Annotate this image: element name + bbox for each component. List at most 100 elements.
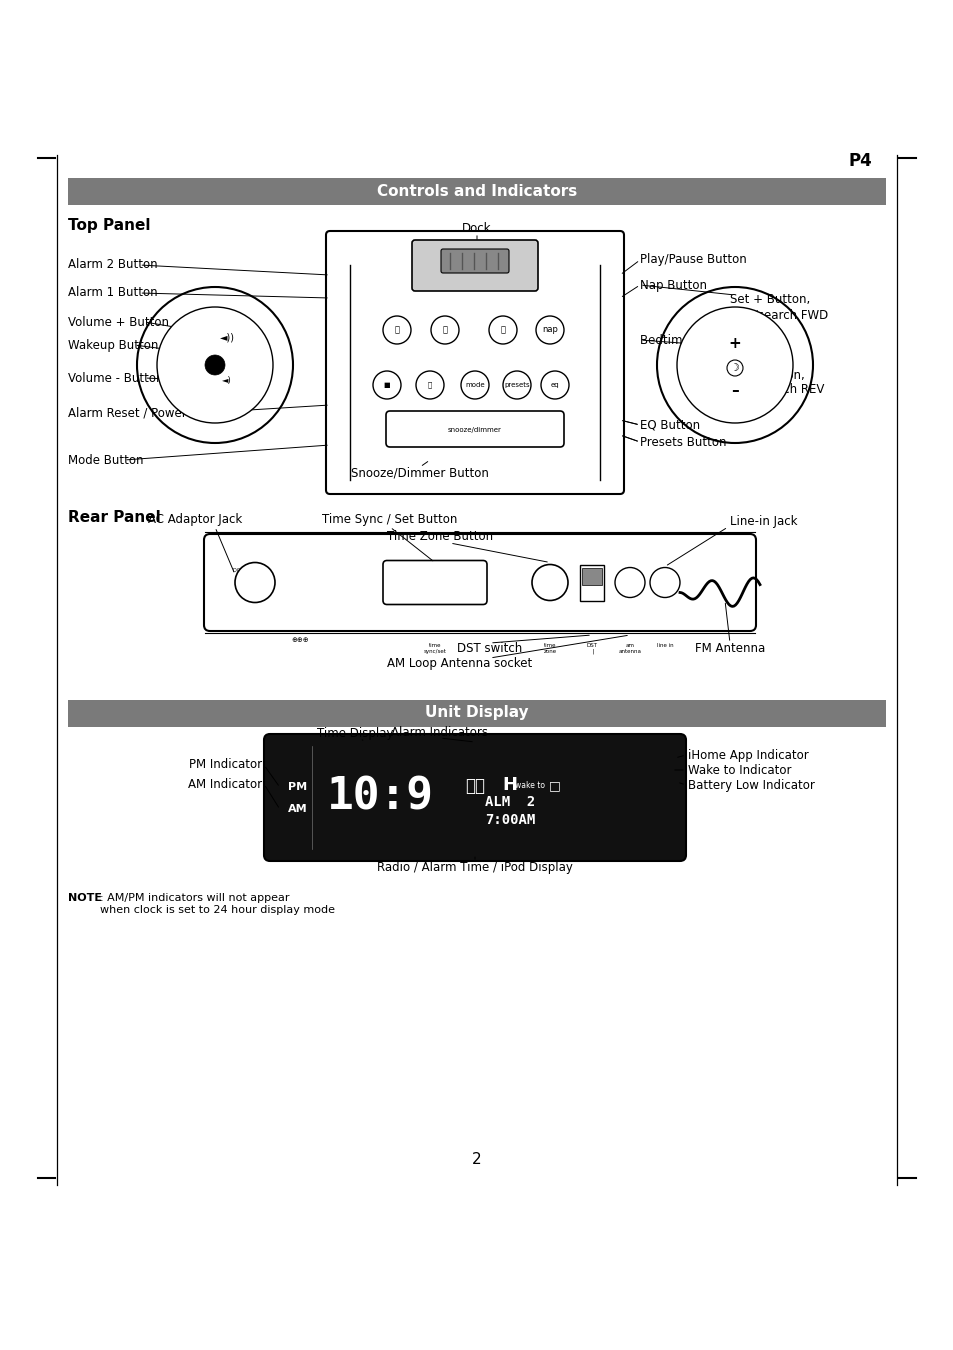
Text: ⏯: ⏯: [500, 325, 505, 335]
FancyBboxPatch shape: [382, 560, 486, 605]
Text: nap: nap: [541, 325, 558, 335]
Text: ■: ■: [383, 382, 390, 387]
Text: H: H: [502, 776, 517, 795]
Text: P4: P4: [847, 153, 871, 170]
Bar: [68, 701, 885, 728]
Text: mode: mode: [465, 382, 484, 387]
Text: Time Zone Button: Time Zone Button: [387, 531, 493, 544]
Circle shape: [137, 288, 293, 443]
Text: Controls and Indicators: Controls and Indicators: [376, 184, 577, 198]
Text: ALM  2: ALM 2: [484, 795, 535, 810]
Circle shape: [540, 371, 568, 400]
Text: AC Adaptor Jack: AC Adaptor Jack: [148, 513, 242, 526]
Text: ◄)): ◄)): [219, 332, 234, 342]
Circle shape: [234, 563, 274, 602]
Text: NOTE: NOTE: [68, 892, 102, 903]
FancyBboxPatch shape: [326, 231, 623, 494]
FancyBboxPatch shape: [581, 567, 601, 585]
Text: ⏻: ⏻: [428, 382, 432, 389]
Text: Presets Button: Presets Button: [639, 436, 726, 448]
Circle shape: [615, 567, 644, 598]
Text: AM Indicator: AM Indicator: [188, 778, 262, 791]
Text: Alarm Reset / Power Button: Alarm Reset / Power Button: [68, 406, 230, 420]
Circle shape: [657, 288, 812, 443]
Text: ⏰⏰: ⏰⏰: [464, 776, 484, 795]
FancyBboxPatch shape: [204, 535, 755, 630]
Circle shape: [726, 360, 742, 377]
Text: Battery Low Indicator: Battery Low Indicator: [687, 779, 814, 791]
Text: Nap Button: Nap Button: [639, 278, 706, 292]
Circle shape: [373, 371, 400, 400]
Circle shape: [489, 316, 517, 344]
Text: Set + Button,: Set + Button,: [729, 293, 809, 306]
Text: snooze/dimmer: snooze/dimmer: [448, 427, 501, 433]
Circle shape: [649, 567, 679, 598]
Text: am
antenna: am antenna: [618, 643, 640, 653]
Text: line in: line in: [656, 643, 673, 648]
Text: ◄): ◄): [222, 375, 232, 385]
Text: 10:9: 10:9: [326, 776, 433, 819]
Circle shape: [157, 306, 273, 423]
FancyBboxPatch shape: [264, 734, 685, 861]
Text: PM Indicator: PM Indicator: [189, 759, 262, 771]
Text: : AM/PM indicators will not appear
when clock is set to 24 hour display mode: : AM/PM indicators will not appear when …: [100, 892, 335, 914]
Text: FM Antenna: FM Antenna: [694, 641, 764, 655]
Text: Bedtime Button: Bedtime Button: [639, 333, 733, 347]
Text: Dock: Dock: [462, 221, 491, 235]
Text: Mode Button: Mode Button: [68, 454, 143, 467]
Text: Line-in Jack: Line-in Jack: [729, 516, 797, 528]
Text: time
sync/set: time sync/set: [423, 643, 446, 653]
Text: DST
  |: DST |: [586, 643, 597, 655]
Text: +: +: [728, 336, 740, 351]
Text: presets: presets: [503, 382, 529, 387]
Circle shape: [502, 371, 531, 400]
Text: skip/search FWD: skip/search FWD: [729, 309, 827, 321]
Text: 7:00AM: 7:00AM: [484, 813, 535, 826]
Text: Wake to Indicator: Wake to Indicator: [687, 764, 791, 776]
Circle shape: [536, 316, 563, 344]
Text: DC 7.5V: DC 7.5V: [233, 568, 253, 572]
FancyBboxPatch shape: [440, 248, 509, 273]
Text: Volume + Button: Volume + Button: [68, 316, 169, 328]
Circle shape: [382, 316, 411, 344]
FancyBboxPatch shape: [579, 564, 603, 601]
Bar: [68, 178, 885, 205]
Text: ☽: ☽: [729, 363, 740, 373]
Text: iHome App Indicator: iHome App Indicator: [687, 748, 808, 761]
Text: Top Panel: Top Panel: [68, 217, 151, 234]
FancyBboxPatch shape: [386, 410, 563, 447]
Text: 2.5A: 2.5A: [237, 575, 249, 580]
Text: PM: PM: [288, 783, 307, 792]
Text: ⏰: ⏰: [395, 325, 399, 335]
Text: □: □: [549, 779, 560, 792]
Text: Wakeup Button: Wakeup Button: [68, 339, 158, 351]
FancyBboxPatch shape: [412, 240, 537, 292]
Text: wake to: wake to: [515, 782, 544, 790]
Text: Unit Display: Unit Display: [425, 706, 528, 721]
Text: AM Loop Antenna socket: AM Loop Antenna socket: [387, 656, 532, 670]
Circle shape: [416, 371, 443, 400]
Text: –: –: [730, 382, 739, 397]
Text: Time Sync / Set Button: Time Sync / Set Button: [322, 513, 457, 526]
Circle shape: [431, 316, 458, 344]
Text: Alarm 2 Button: Alarm 2 Button: [68, 258, 157, 271]
Text: Rear Panel: Rear Panel: [68, 510, 161, 525]
Text: time
zone: time zone: [543, 643, 556, 653]
Text: ⊕⊕⊕: ⊕⊕⊕: [291, 637, 309, 643]
Text: Play/Pause Button: Play/Pause Button: [639, 254, 746, 266]
Text: AM: AM: [288, 805, 308, 814]
Text: Alarm 1 Button: Alarm 1 Button: [68, 286, 157, 300]
Text: DST switch: DST switch: [456, 641, 522, 655]
Text: Time Display: Time Display: [316, 726, 393, 740]
Text: eq: eq: [550, 382, 558, 387]
Text: 2: 2: [472, 1153, 481, 1168]
Text: EQ Button: EQ Button: [639, 418, 700, 432]
Text: Radio / Alarm Time / iPod Display: Radio / Alarm Time / iPod Display: [376, 861, 573, 875]
Circle shape: [205, 355, 225, 375]
Text: Set - Button,: Set - Button,: [729, 369, 804, 382]
Text: Volume - Button: Volume - Button: [68, 371, 163, 385]
Circle shape: [532, 564, 567, 601]
Circle shape: [460, 371, 489, 400]
Text: skip/search REV: skip/search REV: [729, 383, 823, 397]
Text: Snooze/Dimmer Button: Snooze/Dimmer Button: [351, 467, 489, 479]
